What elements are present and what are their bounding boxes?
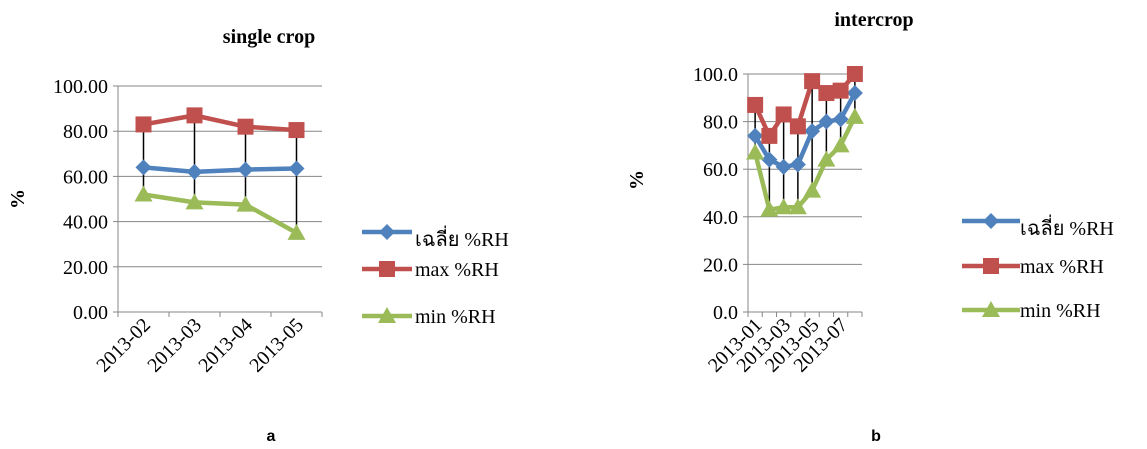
- y-tick-label: 60.0: [703, 159, 738, 181]
- x-tick-label: 2013-04: [194, 314, 257, 377]
- legend-label: max %RH: [1020, 256, 1104, 278]
- chart-title: single crop: [223, 26, 315, 48]
- data-point: [789, 156, 806, 173]
- legend: เฉลี่ย %RH max %RH min %RH: [362, 224, 509, 328]
- data-point: [747, 127, 764, 144]
- data-point: [789, 118, 806, 135]
- data-point: [775, 158, 792, 175]
- data-point: [186, 163, 203, 180]
- series-line: [143, 192, 298, 235]
- y-tick-label: 0.00: [73, 302, 108, 324]
- data-point: [775, 106, 792, 123]
- series-line: [143, 165, 297, 175]
- data-point: [832, 82, 849, 99]
- y-tick-label: 80.00: [63, 121, 108, 143]
- data-point: [761, 151, 778, 168]
- data-point: [186, 107, 203, 124]
- series-line: [143, 113, 297, 133]
- legend-label: เฉลี่ย %RH: [1020, 214, 1114, 240]
- legend-label: เฉลี่ย %RH: [415, 225, 509, 251]
- legend-marker: [379, 261, 395, 277]
- legend-label: min %RH: [1020, 300, 1101, 322]
- data-point: [846, 66, 863, 82]
- y-tick-label: 20.0: [703, 254, 738, 276]
- plot-area: 0.0020.0040.0060.0080.00100.002013-02201…: [53, 76, 323, 377]
- data-point: [845, 107, 864, 124]
- y-tick-label: 40.00: [63, 212, 108, 234]
- data-point: [746, 143, 765, 160]
- data-point: [288, 160, 305, 177]
- y-tick-label: 60.00: [63, 166, 108, 188]
- y-tick-label: 100.0: [693, 64, 738, 86]
- data-point: [818, 113, 835, 130]
- y-tick-label: 40.0: [703, 207, 738, 229]
- figure-caption-a: a: [267, 428, 276, 445]
- data-point: [774, 198, 793, 215]
- data-point: [236, 195, 255, 212]
- data-point: [747, 96, 764, 113]
- data-point: [804, 123, 821, 140]
- y-axis-label: %: [7, 189, 29, 209]
- legend-label: max %RH: [415, 259, 499, 281]
- chart-single-crop: single crop % 0.00 20.00 40.00 60.00 80.00 10…: [7, 26, 509, 445]
- data-point: [818, 85, 835, 102]
- data-point: [846, 85, 863, 102]
- y-axis-label: %: [626, 170, 648, 190]
- data-point: [287, 223, 306, 240]
- data-point: [803, 181, 822, 198]
- data-point: [135, 116, 152, 133]
- data-point: [831, 136, 850, 153]
- legend-marker: [983, 213, 999, 229]
- legend-marker: [982, 301, 1000, 317]
- plot-area: 0.020.040.060.080.0100.02013-012013-0320…: [693, 64, 864, 377]
- legend-marker: [379, 224, 395, 240]
- data-point: [237, 118, 254, 135]
- data-point: [237, 161, 254, 178]
- legend: เฉลี่ย %RH max %RH min %RH: [962, 213, 1114, 322]
- data-point: [804, 73, 821, 90]
- y-tick-label: 80.0: [703, 112, 738, 134]
- data-point: [135, 159, 152, 176]
- x-tick-label: 2013-03: [143, 314, 206, 377]
- legend-label: min %RH: [415, 306, 496, 328]
- data-point: [817, 150, 836, 167]
- chart-title: intercrop: [834, 9, 913, 31]
- legend-marker: [378, 307, 396, 323]
- data-point: [788, 198, 807, 215]
- data-point: [760, 200, 779, 217]
- chart-intercrop: intercrop % 0.020.040.060.080.0100.02013…: [626, 9, 1114, 445]
- x-tick-label: 2013-05: [245, 314, 308, 377]
- y-tick-label: 0.0: [713, 302, 738, 324]
- data-point: [134, 185, 153, 202]
- legend-marker: [983, 258, 999, 274]
- data-point: [185, 193, 204, 210]
- data-point: [288, 122, 305, 139]
- data-point: [832, 111, 849, 128]
- figure-caption-b: b: [871, 428, 881, 445]
- y-tick-label: 20.00: [63, 257, 108, 279]
- data-point: [761, 127, 778, 144]
- y-tick-label: 100.00: [53, 76, 108, 98]
